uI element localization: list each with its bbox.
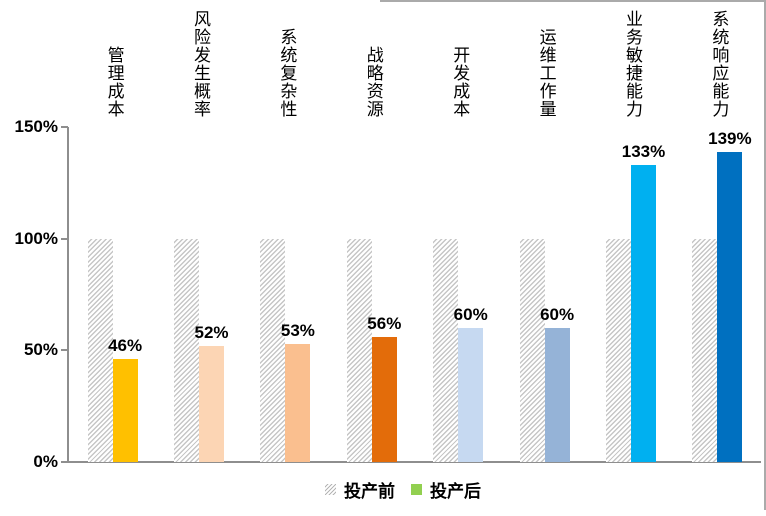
y-tick-mark (61, 126, 68, 128)
category-label: 战略资源 (363, 46, 383, 118)
y-tick-mark (61, 461, 68, 463)
category-label: 系统响应能力 (709, 10, 729, 118)
x-axis-line (67, 461, 761, 463)
bar-after-8 (717, 151, 743, 462)
y-tick-mark (61, 349, 68, 352)
bar-before-4 (346, 238, 372, 462)
y-tick-label: 50% (23, 340, 58, 360)
value-label: 60% (540, 305, 575, 324)
legend-swatch-before-hatched (325, 483, 336, 495)
bar-before-5 (433, 238, 459, 462)
legend-label-before: 投产前 (344, 481, 395, 501)
bar-before-2 (174, 238, 199, 462)
value-label: 46% (108, 336, 143, 356)
bar-after-2 (199, 345, 224, 462)
bar-after-1 (112, 359, 138, 462)
bar-before-7 (606, 238, 631, 462)
bar-after-4 (371, 336, 397, 462)
category-label: 业务敏捷能力 (623, 10, 642, 118)
y-tick-mark (61, 237, 68, 240)
bar-after-7 (631, 164, 656, 462)
y-tick-label: 0% (33, 452, 58, 471)
chart-frame-top-border (380, 0, 766, 2)
value-label: 139% (708, 128, 752, 148)
category-label: 管理成本 (104, 46, 124, 118)
bar-after-6 (544, 328, 570, 462)
y-tick-label: 150% (14, 117, 58, 136)
bar-before-6 (519, 238, 545, 462)
y-axis-line (67, 127, 69, 463)
bar-before-1 (87, 238, 113, 462)
legend-label-after: 投产后 (430, 481, 481, 501)
legend: 投产前 投产后 (325, 477, 489, 501)
value-label: 133% (621, 141, 666, 161)
bar-before-3 (260, 238, 286, 462)
category-label: 开发成本 (450, 46, 470, 118)
y-tick-label: 100% (14, 228, 58, 248)
category-label: 运维工作量 (536, 28, 556, 118)
value-label: 60% (453, 305, 488, 324)
category-label: 风险发生概率 (191, 10, 210, 118)
value-label: 56% (367, 313, 402, 333)
value-label: 52% (194, 322, 229, 342)
chart-frame-right-border (764, 0, 766, 510)
bar-after-5 (458, 328, 484, 462)
category-label: 系统复杂性 (277, 28, 297, 118)
bar-before-8 (692, 238, 718, 462)
bar-after-3 (285, 343, 311, 462)
legend-swatch-after-solid (411, 483, 422, 495)
value-label: 53% (280, 320, 315, 340)
